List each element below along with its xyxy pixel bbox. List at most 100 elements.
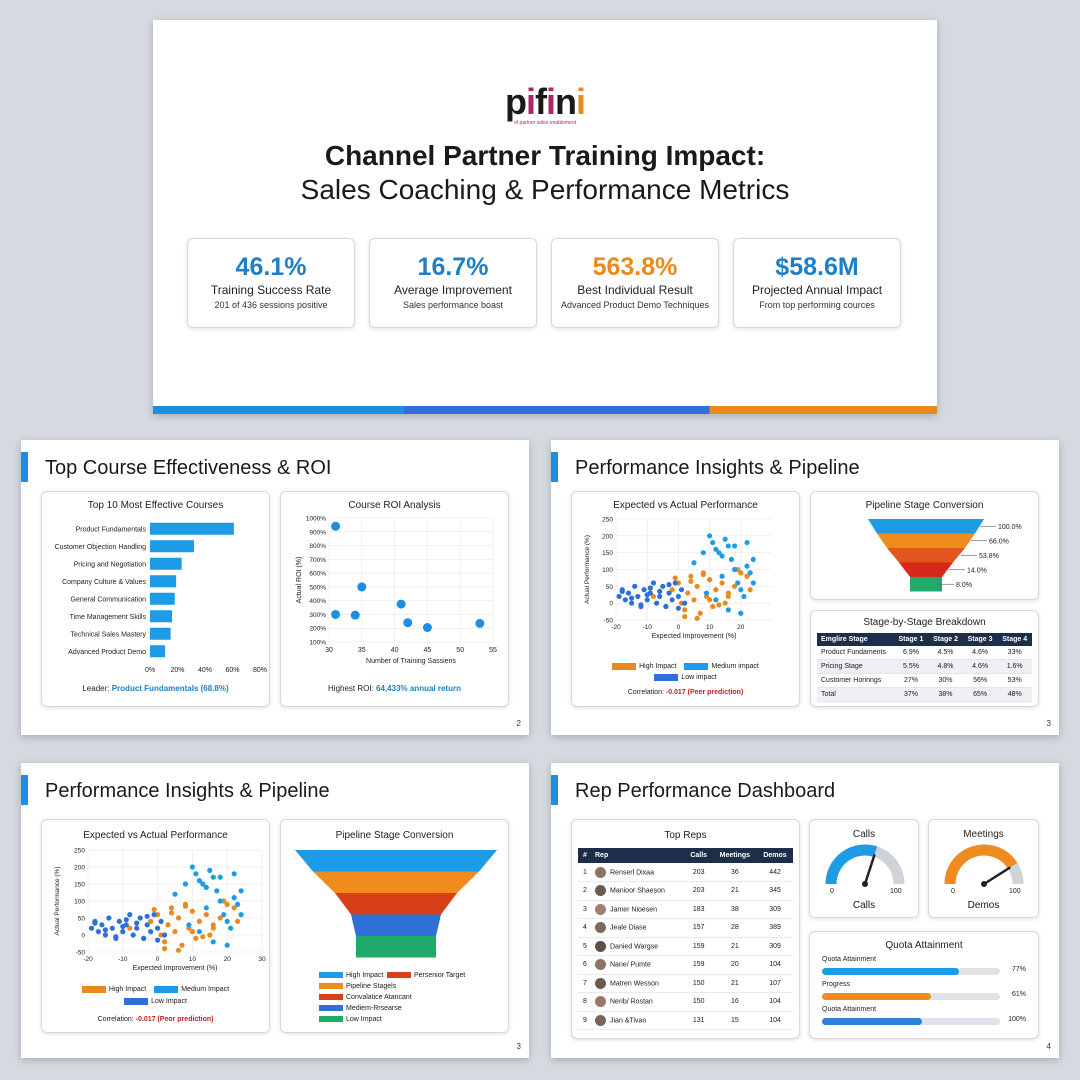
funnel-stage	[356, 936, 436, 958]
scatter-point	[694, 615, 700, 621]
table-row[interactable]: 3 Jamer Nioesen 183 38 309	[578, 900, 793, 919]
scatter-point	[678, 587, 685, 593]
footer-prefix: Highest ROI:	[328, 684, 374, 693]
gauge-needle	[982, 866, 1011, 886]
scatter-point	[99, 922, 105, 928]
breakdown-title: Stage-by-Stage Breakdown	[863, 617, 986, 628]
scatter-point	[106, 915, 112, 921]
scatter-point	[707, 533, 713, 539]
scatter-point	[725, 543, 731, 549]
funnel-stage	[910, 577, 942, 592]
scatter-point	[722, 600, 728, 606]
x-tick-label: 35	[358, 647, 366, 654]
table-row[interactable]: 2 Manioor Shaeson 203 21 345	[578, 881, 793, 901]
scatter-point	[688, 573, 694, 579]
scatter-point	[719, 573, 725, 579]
scatter-point	[144, 913, 150, 919]
slide-performance-insights[interactable]: Performance Insights & Pipeline Expected…	[551, 440, 1059, 735]
scatter-point	[189, 908, 195, 914]
chart-title: Pipeline Stage Conversion	[335, 830, 454, 841]
x-tick-label: 30	[258, 956, 266, 963]
funnel-card: Pipeline Stage Conversion High Impact Pi…	[280, 819, 509, 1033]
title-accent-bar	[21, 452, 28, 482]
chart-title: Expected vs Actual Performance	[613, 500, 758, 511]
gauge-needle	[863, 854, 876, 886]
scatter-point	[747, 570, 753, 576]
y-tick-label: 100	[74, 899, 85, 906]
table-row[interactable]: 1 Renserl Dixaa 203 36 442	[578, 863, 793, 882]
funnel-card: Pipeline Stage Conversion 100.0% 66.0% 53.…	[810, 491, 1039, 600]
bar-category-label: Company Culture & Values	[62, 579, 146, 586]
y-axis-label: Actual Performance (%)	[54, 867, 61, 936]
scatter-point	[238, 888, 244, 894]
scatter-point	[682, 600, 688, 606]
scatter-point	[200, 934, 206, 940]
scatter-point	[130, 932, 136, 938]
scatter-point	[669, 597, 675, 603]
pifini-logo: pifini of partner sales enablement	[153, 84, 937, 127]
table-row[interactable]: 9 Jian &Tivan 131 15 104	[578, 1011, 793, 1030]
scatter-point	[616, 593, 622, 600]
table-row[interactable]: 4 Jeale Diase 157 28 389	[578, 918, 793, 938]
chart-title: Top 10 Most Effective Courses	[87, 500, 224, 511]
scatter-point	[161, 932, 168, 938]
progress-track	[822, 993, 1000, 1000]
scatter-point	[151, 912, 157, 918]
funnel-stage	[335, 893, 457, 915]
slide-performance-insights-2[interactable]: Performance Insights & Pipeline Expected…	[21, 763, 529, 1058]
slide-title: Performance Insights & Pipeline	[45, 780, 330, 802]
scatter-point	[650, 580, 657, 586]
bar	[150, 522, 234, 535]
table-row: Customer Horinngs 27% 30% 56% 53%	[817, 673, 1032, 688]
x-tick-label: 40%	[198, 667, 212, 674]
table-row[interactable]: 7 Matren Wesson 150 21 107	[578, 974, 793, 993]
scatter-point	[196, 929, 202, 935]
scatter-point	[675, 593, 681, 600]
y-tick-label: 200	[74, 865, 85, 872]
y-tick-label: 1000%	[306, 516, 326, 523]
scatter-point	[141, 935, 147, 941]
table-row[interactable]: 8 Nerib/ Rostan 150 16 104	[578, 992, 793, 1012]
scatter-point	[175, 915, 182, 921]
scatter-point	[691, 560, 697, 566]
scatter-point	[682, 614, 688, 620]
slide-rep-dashboard[interactable]: Rep Performance Dashboard Top Reps # Rep…	[551, 763, 1059, 1058]
scatter-point	[707, 597, 713, 603]
scatter-point	[203, 912, 209, 918]
scatter-point	[210, 939, 216, 945]
scatter-point	[635, 593, 641, 600]
scatter-point	[158, 918, 164, 924]
calls-gauge-card: Calls 0 100 Calls	[809, 819, 919, 918]
scatter-point	[700, 550, 706, 556]
y-tick-label: 100	[602, 567, 613, 574]
slide-course-effectiveness[interactable]: Top Course Effectiveness & ROI Top 10 Mo…	[21, 440, 529, 735]
x-tick-label: 10	[706, 624, 714, 631]
kpi-value: $58.6M	[775, 253, 859, 281]
title-slide[interactable]: pifini of partner sales enablement Chann…	[153, 20, 937, 414]
table-row[interactable]: 6 Nane/ Pumte 159 20 104	[578, 955, 793, 975]
x-tick-label: 30	[325, 647, 333, 654]
scatter-point	[165, 922, 171, 928]
scatter-point	[644, 592, 650, 598]
scatter-point	[735, 580, 741, 586]
quota-row: Quota Attainment 77%	[822, 956, 1026, 975]
legend-item: Persenior Target	[387, 970, 465, 981]
gauge-caption: Calls	[852, 900, 876, 911]
avatar	[595, 922, 606, 934]
scatter-point	[728, 556, 735, 562]
bar	[150, 575, 177, 588]
kpi-label: Average Improvement	[394, 283, 512, 297]
scatter-point	[694, 583, 700, 589]
performance-scatter-chart: -50 0 50 100 150 200 250 -20 -10 0 10 20 30 Expected …	[54, 848, 266, 973]
scatter-point	[741, 593, 747, 600]
table-row[interactable]: 5 Danied Wargse 159 21 309	[578, 937, 793, 956]
scatter-point	[738, 587, 744, 593]
page-number: 4	[1046, 1042, 1051, 1051]
scatter-point	[196, 878, 202, 884]
funnel-stage-label: 53.8%	[979, 553, 999, 560]
table-row: Pricing Stage 5.5% 4.8% 4.6% 1.6%	[817, 659, 1032, 674]
scatter-point	[710, 603, 716, 610]
scatter-point	[350, 610, 360, 620]
kpi-sub: 201 of 436 sessions positive	[214, 300, 328, 310]
scatter-point	[161, 939, 168, 945]
